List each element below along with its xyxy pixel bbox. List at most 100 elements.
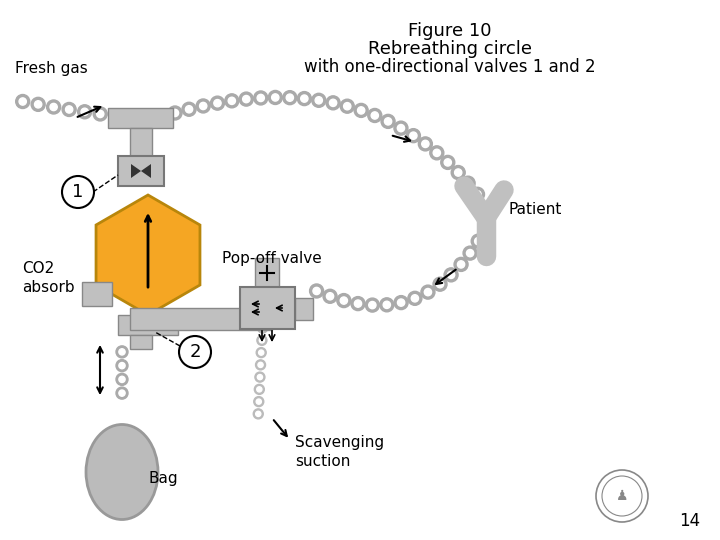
Bar: [118, 315, 178, 335]
Circle shape: [301, 95, 308, 102]
Circle shape: [343, 103, 351, 110]
Circle shape: [470, 187, 485, 201]
Circle shape: [253, 409, 264, 419]
Circle shape: [430, 146, 444, 160]
Circle shape: [81, 108, 89, 116]
Circle shape: [256, 411, 261, 416]
Circle shape: [225, 94, 239, 108]
Circle shape: [116, 373, 128, 386]
Circle shape: [351, 296, 365, 310]
Bar: [255, 258, 279, 288]
Circle shape: [286, 94, 294, 102]
Circle shape: [457, 261, 464, 268]
Circle shape: [365, 298, 379, 312]
Bar: [130, 308, 272, 330]
Circle shape: [271, 94, 279, 101]
Circle shape: [463, 246, 477, 260]
Circle shape: [255, 372, 265, 382]
Circle shape: [444, 159, 451, 166]
Circle shape: [444, 268, 458, 282]
Circle shape: [310, 284, 323, 298]
Circle shape: [116, 387, 128, 399]
Circle shape: [337, 294, 351, 308]
Polygon shape: [96, 195, 200, 315]
Polygon shape: [131, 164, 141, 178]
Ellipse shape: [86, 424, 158, 519]
Circle shape: [315, 97, 323, 104]
Circle shape: [341, 297, 348, 304]
Circle shape: [397, 299, 405, 306]
Circle shape: [66, 106, 73, 113]
Text: 2: 2: [189, 343, 201, 361]
Circle shape: [258, 323, 268, 333]
Circle shape: [62, 103, 76, 117]
Circle shape: [35, 101, 42, 108]
Circle shape: [50, 103, 58, 111]
Circle shape: [96, 110, 104, 118]
Circle shape: [257, 335, 267, 346]
Circle shape: [341, 99, 354, 113]
Circle shape: [422, 140, 429, 147]
Circle shape: [62, 176, 94, 208]
Circle shape: [424, 288, 431, 296]
Circle shape: [260, 326, 265, 330]
Circle shape: [78, 105, 91, 119]
Text: CO2
absorb: CO2 absorb: [22, 261, 75, 295]
Circle shape: [467, 249, 474, 256]
Circle shape: [47, 100, 60, 114]
Circle shape: [119, 362, 125, 369]
Circle shape: [474, 238, 482, 245]
Circle shape: [406, 129, 420, 143]
Text: Pop-off valve: Pop-off valve: [222, 251, 322, 266]
Circle shape: [283, 91, 297, 105]
Circle shape: [116, 360, 128, 372]
Circle shape: [326, 293, 333, 300]
Circle shape: [411, 295, 418, 302]
Circle shape: [326, 96, 340, 110]
Text: 1: 1: [72, 183, 84, 201]
Circle shape: [354, 104, 368, 117]
Bar: [295, 298, 313, 320]
Circle shape: [474, 191, 481, 198]
Circle shape: [312, 93, 325, 107]
Circle shape: [239, 92, 253, 106]
Circle shape: [447, 271, 455, 279]
Circle shape: [436, 281, 444, 288]
Circle shape: [259, 338, 264, 343]
Text: 14: 14: [679, 512, 700, 530]
Circle shape: [179, 336, 211, 368]
Circle shape: [253, 91, 268, 105]
Text: Figure 10: Figure 10: [408, 22, 492, 40]
Circle shape: [31, 97, 45, 111]
Circle shape: [454, 169, 462, 176]
Circle shape: [243, 96, 250, 103]
Circle shape: [171, 109, 179, 117]
Circle shape: [408, 292, 422, 305]
Bar: [240, 287, 295, 329]
Circle shape: [269, 91, 282, 104]
Circle shape: [182, 102, 196, 116]
Circle shape: [256, 360, 266, 370]
Circle shape: [384, 118, 392, 125]
Text: Patient: Patient: [508, 202, 562, 218]
Circle shape: [119, 376, 125, 382]
Circle shape: [197, 99, 210, 113]
Circle shape: [116, 346, 128, 358]
Circle shape: [381, 114, 395, 129]
Circle shape: [199, 102, 207, 110]
Circle shape: [454, 258, 468, 272]
Circle shape: [93, 107, 107, 121]
Circle shape: [19, 98, 27, 105]
Circle shape: [421, 285, 435, 299]
Circle shape: [383, 301, 390, 308]
Circle shape: [410, 132, 417, 139]
Circle shape: [354, 300, 361, 307]
Text: Scavenging
suction: Scavenging suction: [295, 435, 384, 469]
Bar: [118, 156, 164, 186]
Circle shape: [371, 112, 379, 119]
Circle shape: [358, 107, 365, 114]
Circle shape: [441, 156, 455, 170]
Circle shape: [313, 287, 320, 295]
Text: with one-directional valves 1 and 2: with one-directional valves 1 and 2: [304, 58, 596, 76]
Circle shape: [330, 99, 337, 106]
